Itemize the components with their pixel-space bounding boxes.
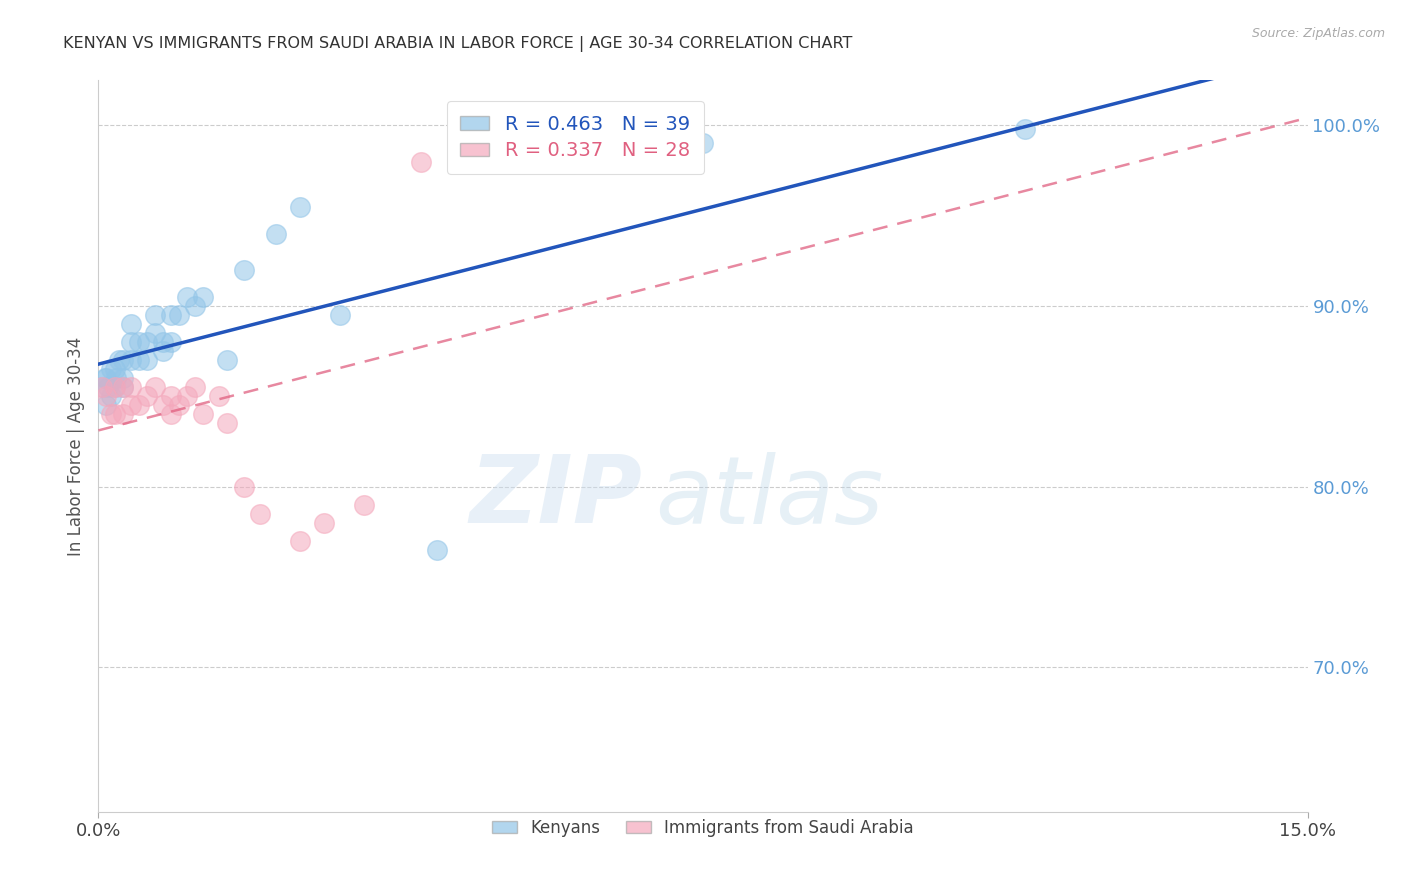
Point [160,389,183,403]
Point [176,290,198,304]
Point [160,335,183,350]
Point [103,362,125,376]
Point [103,380,125,394]
Text: Source: ZipAtlas.com: Source: ZipAtlas.com [1251,27,1385,40]
Point [506,145,529,160]
Point [1014,122,1036,136]
Point [111,380,134,394]
Point [160,408,183,422]
Point [152,398,174,412]
Point [329,308,352,322]
Point [128,353,150,368]
Point [353,498,375,512]
Point [111,371,134,385]
Point [107,353,129,368]
Point [208,389,231,403]
Text: KENYAN VS IMMIGRANTS FROM SAUDI ARABIA IN LABOR FORCE | AGE 30-34 CORRELATION CH: KENYAN VS IMMIGRANTS FROM SAUDI ARABIA I… [63,36,852,52]
Point [128,398,150,412]
Point [184,299,207,313]
Point [100,362,122,376]
Point [167,398,190,412]
Point [100,408,122,422]
Point [120,317,142,331]
Point [152,335,174,350]
Point [97,380,120,394]
Point [120,335,142,350]
Point [143,308,166,322]
Point [152,344,174,359]
Text: ZIP: ZIP [470,451,643,543]
Point [105,371,128,385]
Point [128,335,150,350]
Point [217,417,239,431]
Point [96,371,118,385]
Point [176,389,198,403]
Point [143,326,166,340]
Y-axis label: In Labor Force | Age 30-34: In Labor Force | Age 30-34 [66,336,84,556]
Point [167,308,190,322]
Point [111,353,134,368]
Point [103,380,125,394]
Text: atlas: atlas [655,451,883,542]
Point [120,398,142,412]
Point [91,380,114,394]
Point [426,542,449,557]
Point [94,371,117,385]
Point [111,380,134,394]
Point [232,263,254,277]
Point [193,290,215,304]
Point [184,380,207,394]
Point [100,389,122,403]
Point [120,380,142,394]
Point [135,389,157,403]
Point [193,408,215,422]
Point [120,353,142,368]
Point [96,398,118,412]
Point [103,408,125,422]
Point [692,136,714,151]
Point [249,507,271,521]
Point [111,408,134,422]
Legend: Kenyans, Immigrants from Saudi Arabia: Kenyans, Immigrants from Saudi Arabia [485,813,921,844]
Point [160,308,183,322]
Point [143,380,166,394]
Point [96,389,118,403]
Point [314,516,336,530]
Point [409,154,432,169]
Point [135,353,157,368]
Point [288,200,311,214]
Point [264,227,287,241]
Point [288,533,311,548]
Point [217,353,239,368]
Point [232,480,254,494]
Point [91,380,114,394]
Point [135,335,157,350]
